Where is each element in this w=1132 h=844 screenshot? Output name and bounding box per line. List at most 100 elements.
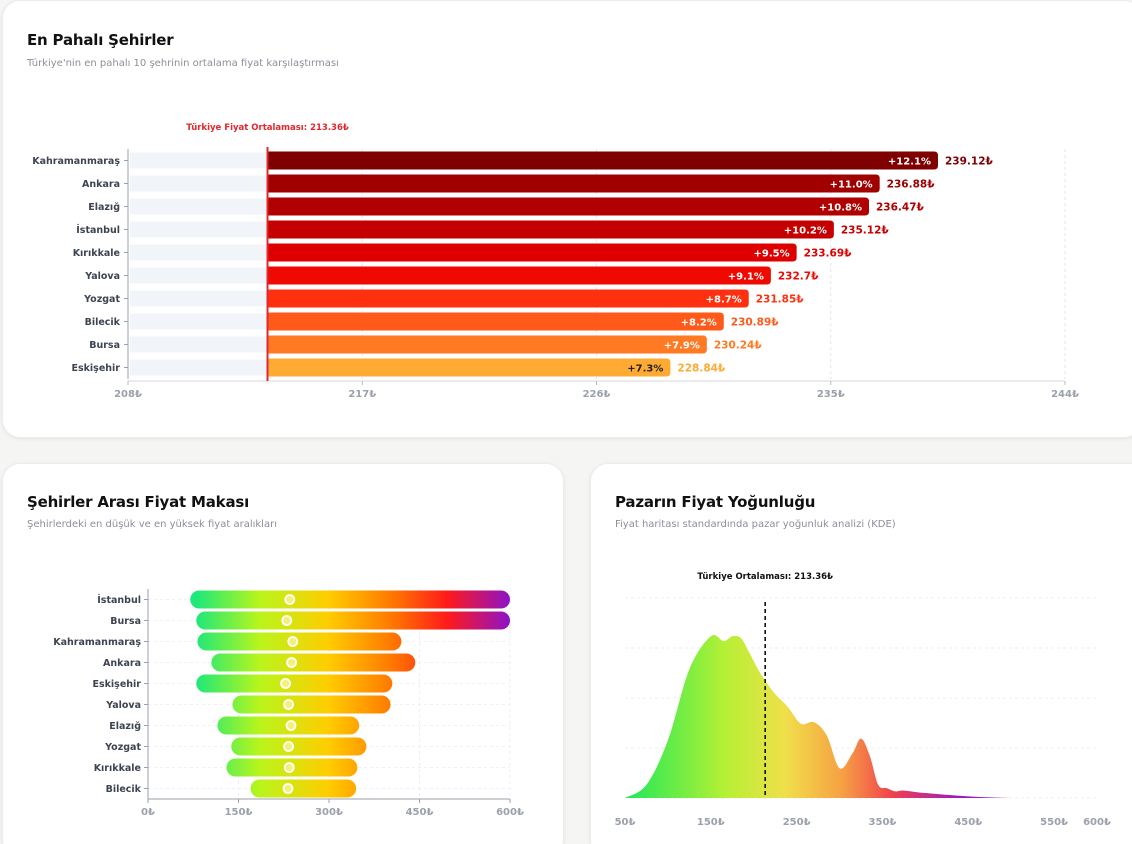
price-range-card: Şehirler Arası Fiyat Makası Şehirlerdeki… bbox=[2, 463, 564, 844]
bar-1 bbox=[267, 174, 880, 193]
price-range-title: Şehirler Arası Fiyat Makası bbox=[27, 493, 250, 511]
range-category-label: Yozgat bbox=[104, 742, 141, 753]
price-density-chart: Türkiye Ortalaması: 213.36₺ 50₺ 150₺ 250₺ 35… bbox=[615, 572, 1111, 828]
range-bar-5 bbox=[232, 695, 391, 714]
bar-category-label: Eskişehir bbox=[71, 363, 120, 374]
bar-value-label: 232.7₺ bbox=[778, 271, 819, 283]
range-x-tick-label: 600₺ bbox=[496, 807, 524, 818]
range-bar-2 bbox=[197, 632, 402, 651]
range-category-label: Elazığ bbox=[109, 721, 141, 732]
kde-average-label: Türkiye Ortalaması: 213.36₺ bbox=[697, 572, 833, 582]
range-x-tick-label: 150₺ bbox=[225, 807, 253, 818]
range-category-label: Ankara bbox=[103, 658, 141, 669]
bar-x-tick-label: 235₺ bbox=[817, 389, 845, 400]
bar-5 bbox=[267, 266, 771, 285]
bar-9 bbox=[267, 358, 671, 377]
kde-x-tick-label: 350₺ bbox=[869, 817, 897, 828]
price-density-title: Pazarın Fiyat Yoğunluğu bbox=[615, 493, 816, 511]
bar-value-label: 233.69₺ bbox=[804, 248, 853, 260]
bar-pct-label: +9.1% bbox=[728, 272, 764, 283]
bar-x-tick-label: 244₺ bbox=[1051, 389, 1079, 400]
bar-pct-label: +7.3% bbox=[627, 364, 663, 375]
bar-3 bbox=[267, 220, 834, 239]
range-x-tick-label: 0₺ bbox=[141, 807, 155, 818]
range-average-dot bbox=[286, 657, 297, 668]
range-bar-1 bbox=[196, 611, 510, 630]
bar-pct-label: +9.5% bbox=[754, 249, 790, 260]
range-bar-4 bbox=[196, 674, 393, 693]
range-category-label: Bursa bbox=[110, 616, 141, 627]
bar-category-label: Bursa bbox=[89, 340, 120, 351]
bar-value-label: 228.84₺ bbox=[677, 363, 726, 375]
bar-value-label: 230.24₺ bbox=[714, 340, 763, 352]
bar-category-label: Kahramanmaraş bbox=[32, 156, 120, 167]
bar-category-label: Bilecik bbox=[85, 317, 121, 328]
bar-background bbox=[130, 221, 268, 238]
range-category-label: Yalova bbox=[105, 700, 141, 711]
price-range-subtitle: Şehirlerdeki en düşük ve en yüksek fiyat… bbox=[27, 519, 277, 530]
kde-x-tick-label: 550₺ bbox=[1040, 817, 1068, 828]
expensive-cities-chart: Kahramanmaraş +12.1% 239.12₺Ankara +11.0% 23… bbox=[32, 123, 1079, 400]
bar-background bbox=[130, 244, 268, 261]
range-category-label: Bilecik bbox=[106, 784, 142, 795]
price-range-chart: İstanbul Bursa Kahramanmaraş Ankara Eskişehi… bbox=[53, 589, 524, 818]
bar-background bbox=[130, 267, 268, 284]
kde-x-tick-label: 600₺ bbox=[1083, 817, 1111, 828]
kde-x-tick-label: 50₺ bbox=[615, 817, 636, 828]
range-category-label: Eskişehir bbox=[92, 679, 141, 690]
bar-value-label: 236.47₺ bbox=[876, 202, 925, 214]
range-average-dot bbox=[280, 678, 291, 689]
kde-x-tick-label: 450₺ bbox=[954, 817, 982, 828]
bar-category-label: Elazığ bbox=[88, 202, 120, 213]
kde-area bbox=[625, 635, 1097, 798]
bar-value-label: 236.88₺ bbox=[887, 179, 936, 191]
bar-background bbox=[130, 175, 268, 192]
kde-x-tick-label: 150₺ bbox=[697, 817, 725, 828]
range-x-tick-label: 300₺ bbox=[315, 807, 343, 818]
range-average-dot bbox=[283, 741, 294, 752]
bar-4 bbox=[267, 243, 797, 262]
expensive-cities-title: En Pahalı Şehirler bbox=[27, 31, 174, 49]
bar-x-tick-label: 208₺ bbox=[114, 389, 142, 400]
bar-background bbox=[130, 336, 268, 353]
bar-0 bbox=[267, 151, 938, 170]
bar-pct-label: +8.2% bbox=[681, 318, 717, 329]
bar-background bbox=[130, 152, 268, 169]
price-density-card: Pazarın Fiyat Yoğunluğu Fiyat haritası s… bbox=[590, 463, 1132, 844]
bar-category-label: Kırıkkale bbox=[73, 248, 120, 259]
range-category-label: Kırıkkale bbox=[94, 763, 141, 774]
range-bar-9 bbox=[250, 779, 357, 798]
kde-x-tick-label: 250₺ bbox=[783, 817, 811, 828]
bar-x-tick-label: 217₺ bbox=[348, 389, 376, 400]
range-average-dot bbox=[287, 636, 299, 647]
bar-background bbox=[130, 290, 268, 307]
range-x-tick-label: 450₺ bbox=[406, 807, 434, 818]
bar-pct-label: +7.9% bbox=[664, 341, 700, 352]
range-category-label: Kahramanmaraş bbox=[53, 637, 141, 648]
range-average-dot bbox=[281, 615, 293, 626]
bar-7 bbox=[267, 312, 724, 331]
range-average-dot bbox=[285, 720, 297, 731]
bar-pct-label: +12.1% bbox=[888, 157, 931, 168]
bar-2 bbox=[267, 197, 870, 216]
bar-value-label: 235.12₺ bbox=[841, 225, 890, 237]
range-bar-3 bbox=[211, 653, 416, 672]
bar-pct-label: +8.7% bbox=[706, 295, 742, 306]
expensive-cities-subtitle: Türkiye'nin en pahalı 10 şehrinin ortala… bbox=[27, 58, 339, 69]
bar-x-tick-label: 226₺ bbox=[583, 389, 611, 400]
bar-pct-label: +10.2% bbox=[784, 226, 827, 237]
bar-category-label: Yozgat bbox=[83, 294, 120, 305]
range-category-label: İstanbul bbox=[97, 595, 141, 606]
bar-background bbox=[130, 198, 268, 215]
range-average-dot bbox=[283, 762, 295, 773]
price-density-subtitle: Fiyat haritası standardında pazar yoğunl… bbox=[615, 519, 896, 530]
expensive-cities-card: En Pahalı Şehirler Türkiye'nin en pahalı… bbox=[2, 0, 1132, 438]
range-bar-7 bbox=[231, 737, 367, 756]
range-average-dot bbox=[284, 594, 296, 605]
bar-category-label: İstanbul bbox=[76, 225, 120, 236]
bar-background bbox=[130, 359, 268, 376]
average-label: Türkiye Fiyat Ortalaması: 213.36₺ bbox=[186, 123, 349, 133]
range-average-dot bbox=[283, 699, 294, 710]
bar-6 bbox=[267, 289, 749, 308]
range-average-dot bbox=[282, 783, 294, 794]
